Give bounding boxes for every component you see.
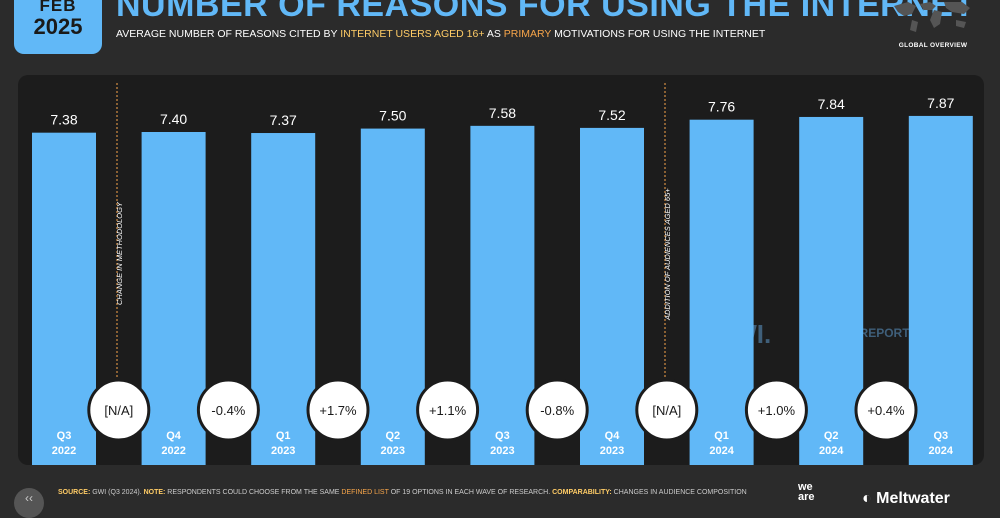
data-label: 7.87 [927,95,954,111]
subtitle-part: AS [484,28,504,40]
date-year: 2025 [33,14,83,39]
change-circle [744,378,808,442]
bar [908,115,973,465]
bar [470,125,535,465]
date-month: FEB [39,0,77,15]
date-badge: FEB 2025 [14,0,102,54]
footer-note-value: RESPONDENTS COULD CHOOSE FROM THE SAME [165,489,342,496]
change-circle [635,378,699,442]
meltwater-logo: ◐ Meltwater [862,490,950,507]
tick-label-quarter: Q4 [605,430,621,442]
tick-label-quarter: Q3 [933,430,948,442]
tick-label-quarter: Q2 [385,430,400,442]
tick-label-year: 2023 [490,445,514,457]
page-title: NUMBER OF REASONS FOR USING THE INTERNET [116,0,975,24]
tick-label-year: 2022 [161,445,185,457]
we-are-line2: are [798,491,815,503]
footer-note: SOURCE: GWI (Q3 2024). NOTE: RESPONDENTS… [58,489,747,496]
annotation-label: CHANGE IN METHODOLOGY [115,201,124,305]
change-label: +1.1% [429,403,467,418]
bar [141,131,206,465]
tick-label-quarter: Q2 [824,430,839,442]
footer-source-key: SOURCE: [58,489,91,496]
change-circle [854,378,918,442]
change-label: +1.0% [758,403,796,418]
subtitle-part: MOTIVATIONS FOR USING THE INTERNET [551,28,766,40]
tick-label-year: 2024 [709,445,734,457]
map-label: GLOBAL OVERVIEW [898,42,968,49]
data-label: 7.50 [379,108,406,124]
we-are-line1: we [798,481,813,493]
footer-source-value: GWI (Q3 2024). [90,489,144,496]
bar-chart: GWI.DATAREPORTAL7.38Q320227.40Q420227.37… [32,83,973,465]
annotation-label: ADDITION OF AUDIENCES AGED 65+ [663,188,672,321]
change-label: +0.4% [867,403,905,418]
tick-label-quarter: Q1 [714,430,729,442]
data-label: 7.37 [270,112,297,128]
bar [251,133,316,465]
subtitle-highlight-audience: INTERNET USERS AGED 16+ [340,28,485,40]
change-label: +1.7% [319,403,357,418]
footer-note-key: NOTE: [143,489,166,496]
subtitle-highlight-primary: PRIMARY [503,28,552,40]
footer-comparability-value: CHANGES IN AUDIENCE COMPOSITION [611,489,747,496]
tick-label-quarter: Q4 [166,430,182,442]
tick-label-year: 2024 [929,445,954,457]
change-label: -0.4% [211,403,245,418]
data-label: 7.52 [598,107,625,123]
data-label: 7.58 [489,105,516,121]
tick-label-year: 2023 [271,445,295,457]
data-label: 7.84 [818,96,845,112]
data-label: 7.76 [708,99,735,115]
change-label: [N/A] [104,403,133,418]
footer-note-value2: OF 19 OPTIONS IN EACH WAVE OF RESEARCH. [388,489,553,496]
page-subtitle: AVERAGE NUMBER OF REASONS CITED BY INTER… [116,28,765,40]
tick-label-year: 2023 [381,445,405,457]
tick-label-year: 2022 [52,445,76,457]
change-circle [306,378,370,442]
data-label: 7.40 [160,111,187,127]
bar [689,119,754,465]
change-label: [N/A] [652,403,681,418]
change-label: -0.8% [540,403,574,418]
data-label: 7.38 [50,112,77,128]
meltwater-text: Meltwater [876,490,950,507]
world-map-icon [894,2,970,32]
footer-comparability-key: COMPARABILITY: [552,489,612,496]
footer-defined-list: DEFINED LIST [341,489,389,496]
bar [32,132,96,465]
tick-label-year: 2023 [600,445,624,457]
tick-label-year: 2024 [819,445,844,457]
bar [580,127,644,465]
subtitle-part: AVERAGE NUMBER OF REASONS CITED BY [116,28,341,40]
chart-area: GWI.DATAREPORTAL7.38Q320227.40Q420227.37… [18,75,984,465]
change-circle [416,378,480,442]
tick-label-quarter: Q1 [276,430,291,442]
change-circle [196,378,260,442]
tick-label-quarter: Q3 [57,430,72,442]
we-are-social-logo: we are [798,481,815,503]
bar [799,116,864,465]
back-icon[interactable]: ‹‹ [14,488,44,518]
tick-label-quarter: Q3 [495,430,510,442]
change-circle [87,378,151,442]
bar [360,128,425,465]
change-circle [525,378,589,442]
